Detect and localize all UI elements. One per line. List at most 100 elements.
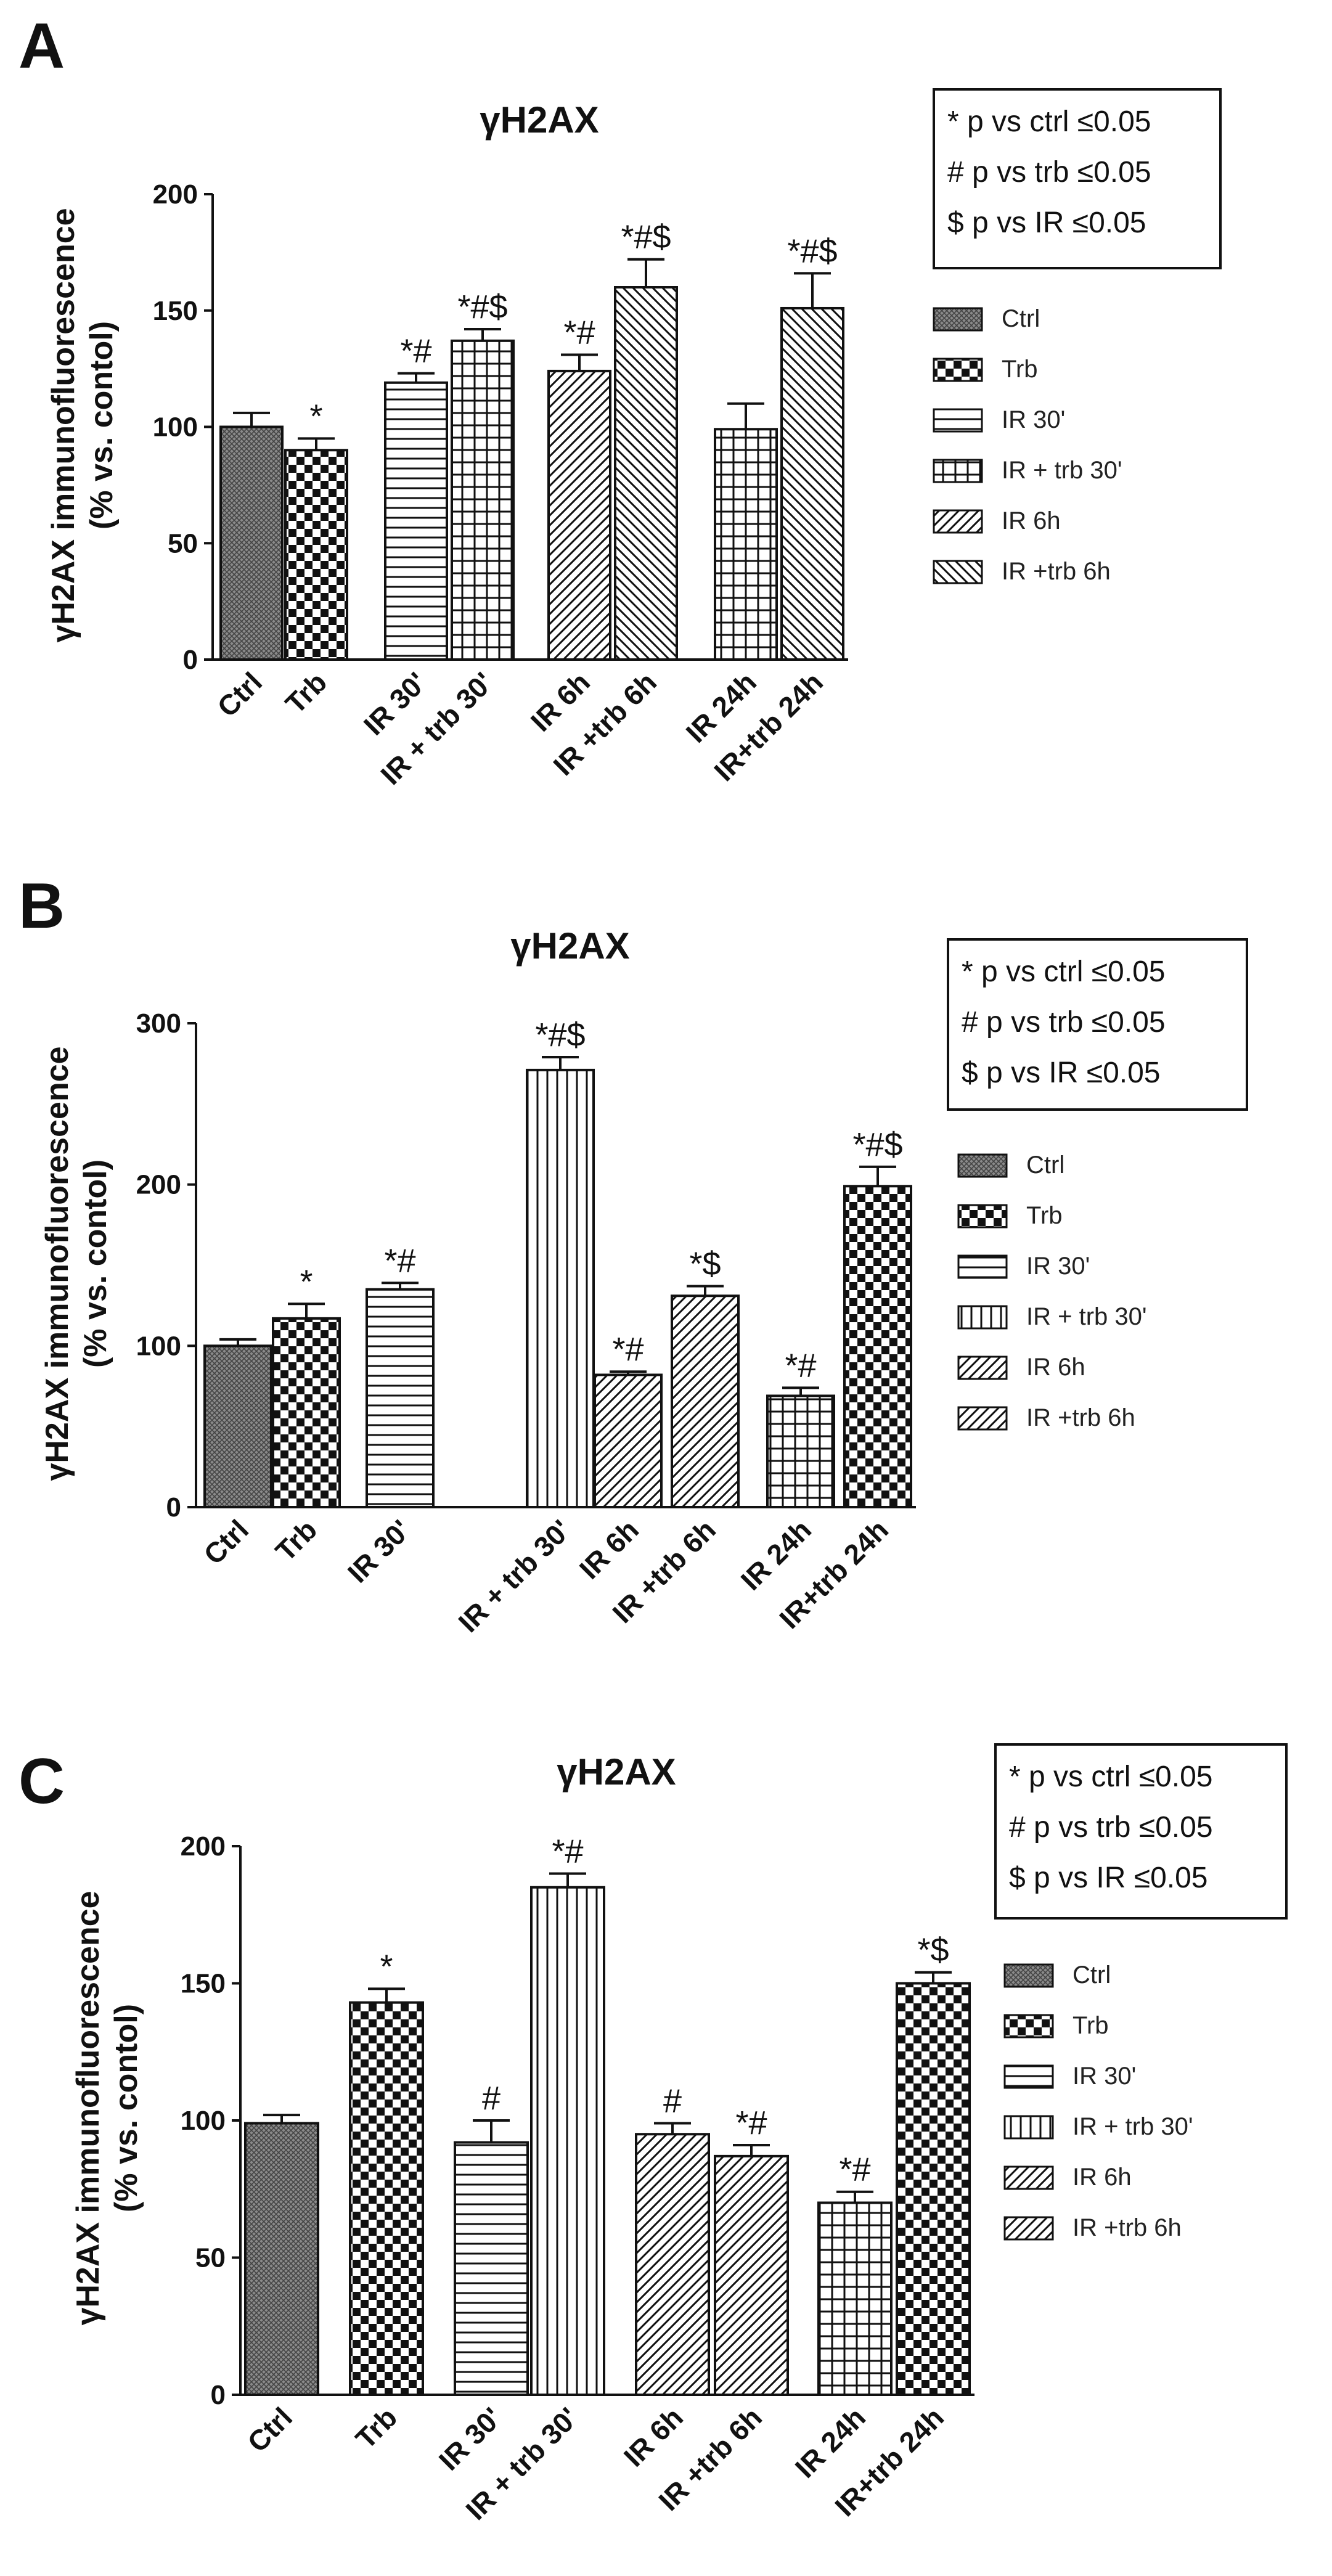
legend-swatch — [1003, 2014, 1054, 2038]
legend-swatch — [1003, 2216, 1054, 2241]
bar-6 — [614, 286, 678, 661]
bar-annotation: *# — [612, 1331, 644, 1368]
bar-1 — [244, 2122, 319, 2396]
bar-annotation: *# — [384, 1242, 415, 1279]
significance-line: $ p vs IR ≤0.05 — [947, 206, 1146, 239]
legend-swatch — [957, 1204, 1008, 1229]
legend-swatch — [957, 1406, 1008, 1431]
panel-letter: B — [18, 870, 65, 942]
panel-letter: A — [18, 10, 65, 82]
bar-1 — [203, 1344, 272, 1508]
legend-label: Trb — [1026, 1202, 1063, 1229]
bar-7 — [817, 2201, 893, 2396]
bar-annotation: *$ — [689, 1246, 721, 1283]
bar-7 — [766, 1394, 835, 1508]
y-axis-label-line1: γH2AX immunofluorescence — [46, 208, 81, 642]
bar-3 — [454, 2141, 529, 2397]
legend-label: IR 6h — [1002, 507, 1061, 534]
bar-annotation: * — [309, 398, 322, 435]
legend-swatch — [1003, 2165, 1054, 2190]
chart-title: γH2AX — [510, 925, 629, 967]
bar-4 — [530, 1886, 605, 2396]
bar-4 — [451, 339, 515, 661]
significance-line: * p vs ctrl ≤0.05 — [1009, 1760, 1212, 1793]
chart-title: γH2AX — [480, 99, 599, 141]
y-tick-label: 300 — [136, 1008, 181, 1039]
bar-2 — [349, 2001, 424, 2396]
x-tick-label: Ctrl — [241, 2401, 298, 2458]
significance-line: * p vs ctrl ≤0.05 — [962, 955, 1165, 988]
legend-swatch — [1003, 2115, 1054, 2140]
legend-label: IR 6h — [1073, 2164, 1132, 2191]
bar-8 — [843, 1185, 912, 1508]
y-axis-label: γH2AX immunofluorescence (% vs. contol) — [46, 208, 120, 642]
legend-swatch — [933, 408, 983, 433]
bar-annotation: *#$ — [787, 232, 837, 269]
significance-line: # p vs trb ≤0.05 — [947, 156, 1151, 189]
y-axis-label-line2: (% vs. contol) — [78, 1159, 113, 1368]
legend-swatch — [933, 307, 983, 332]
legend-swatch — [933, 509, 983, 534]
x-tick-label: IR 30' — [433, 2401, 508, 2476]
x-tick-label: IR 30' — [341, 1513, 417, 1589]
bar-annotation: *# — [785, 1347, 816, 1384]
y-tick-label: 0 — [211, 2380, 226, 2410]
y-tick-label: 50 — [168, 528, 198, 558]
panel-letter: C — [18, 1746, 65, 1817]
x-tick-label: IR 6h — [618, 2401, 689, 2472]
significance-box — [994, 1743, 1288, 1920]
y-tick-label: 50 — [195, 2243, 226, 2273]
x-tick-label: Trb — [279, 666, 333, 719]
y-tick-label: 100 — [181, 2106, 226, 2136]
y-tick-label: 200 — [153, 179, 198, 210]
significance-line: $ p vs IR ≤0.05 — [1009, 1862, 1208, 1894]
bar-annotation: *# — [563, 314, 595, 351]
legend-label: IR 30' — [1002, 406, 1065, 433]
y-axis-label-line2: (% vs. contol) — [84, 321, 120, 530]
legend-label: IR 30' — [1073, 2063, 1136, 2090]
y-axis-label-line1: γH2AX immunofluorescence — [39, 1046, 75, 1481]
bar-annotation: *# — [839, 2151, 870, 2188]
legend-swatch — [933, 459, 983, 483]
legend-label: IR 6h — [1026, 1354, 1085, 1381]
x-tick-label: IR 6h — [573, 1513, 645, 1585]
y-tick-label: 100 — [136, 1331, 181, 1361]
legend-label: Ctrl — [1073, 1961, 1111, 1989]
bar-2 — [284, 449, 348, 661]
bar-2 — [272, 1317, 341, 1509]
bar-annotation: *# — [552, 1833, 583, 1870]
legend-label: Trb — [1073, 2012, 1109, 2039]
legend-swatch — [957, 1355, 1008, 1380]
legend-label: IR +trb 6h — [1073, 2214, 1182, 2241]
legend-label: IR +trb 6h — [1002, 558, 1111, 585]
bar-6 — [714, 2154, 789, 2397]
bar-annotation: * — [300, 1263, 313, 1300]
legend-swatch — [1003, 1963, 1054, 1988]
legend-swatch — [933, 560, 983, 584]
bar-8 — [896, 1982, 971, 2396]
bar-3 — [366, 1288, 435, 1508]
legend-label: Ctrl — [1026, 1151, 1064, 1179]
y-tick-label: 200 — [136, 1170, 181, 1200]
y-tick-label: 0 — [166, 1492, 181, 1523]
bar-5 — [635, 2133, 710, 2396]
bar-3 — [384, 381, 448, 661]
legend-label: Trb — [1002, 356, 1038, 383]
y-axis-label-line2: (% vs. contol) — [108, 2004, 144, 2212]
bar-annotation: *$ — [917, 1932, 949, 1969]
significance-line: * p vs ctrl ≤0.05 — [947, 105, 1151, 138]
chart-title: γH2AX — [557, 1751, 676, 1793]
bar-annotation: *#$ — [852, 1126, 902, 1163]
legend-swatch — [1003, 2064, 1054, 2089]
y-tick-label: 150 — [153, 296, 198, 326]
bar-annotation: *# — [400, 333, 431, 370]
significance-box — [947, 938, 1248, 1111]
bar-7 — [714, 428, 778, 661]
bar-annotation: *#$ — [535, 1016, 585, 1053]
bar-annotation: *# — [735, 2104, 767, 2141]
bar-5 — [547, 369, 611, 661]
bar-1 — [219, 425, 284, 661]
y-tick-label: 150 — [181, 1969, 226, 1999]
